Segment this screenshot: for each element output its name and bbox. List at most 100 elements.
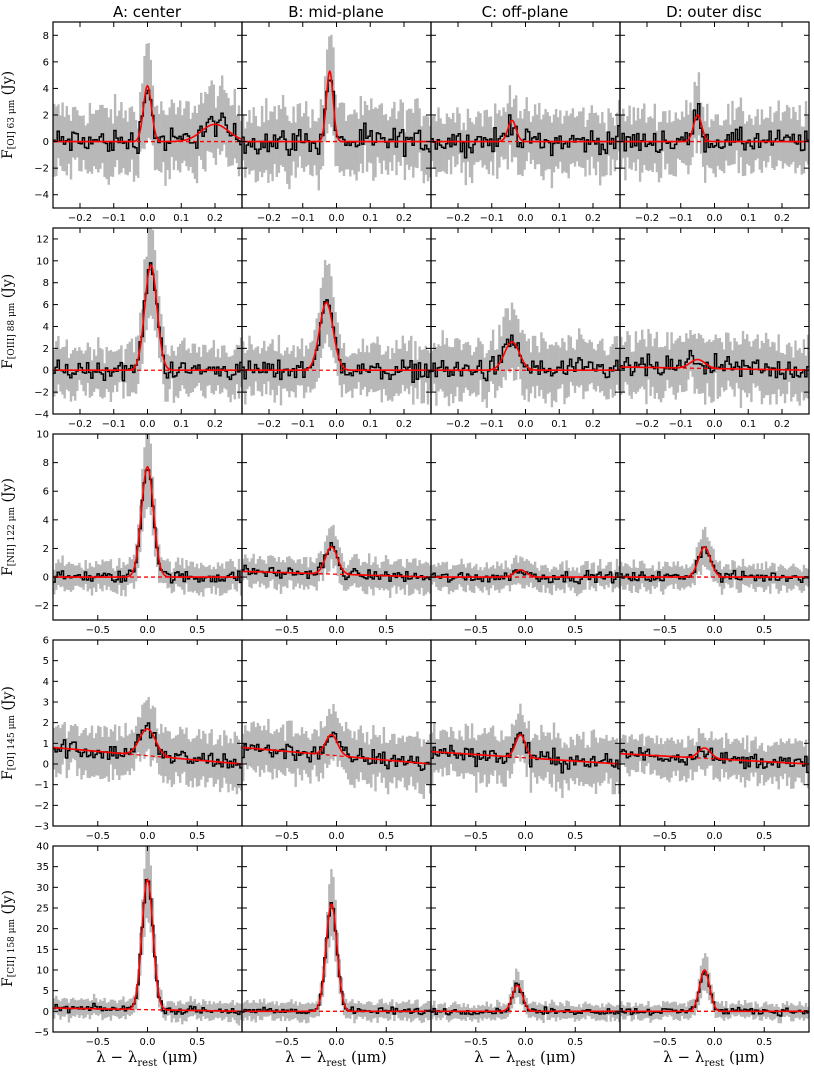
fit-curve [431,341,620,371]
x-tick-label: 0.2 [774,213,790,224]
x-tick-label: 0.0 [518,831,534,842]
panel-3-3: −0.5 0.0 0.5 [619,639,810,842]
panel-0-2: −0.2 −0.1 0.0 0.1 0.2 [430,21,621,224]
fit-curve [242,902,431,1013]
fit-curve [431,984,620,1013]
x-tick-label: 0.0 [329,213,345,224]
panel-4-0: −5 0 5 10 15 20 25 30 35 40 −0.5 0.0 0.5 [34,842,243,1048]
x-tick-label: 0.1 [362,419,378,430]
panel-0-0: −4 −2 0 2 4 6 8 −0.2 −0.1 0.0 0.1 0.2 [34,21,243,224]
y-tick-label: −2 [34,388,49,399]
panel-frame [619,639,810,827]
y-tick-label: 4 [43,84,49,95]
x-tick-label: 0.0 [707,213,723,224]
x-tick-label: 0.5 [378,625,394,636]
fit-curve [242,301,431,371]
x-tick-label: −0.5 [653,625,677,636]
panel-0-3: −0.2 −0.1 0.0 0.1 0.2 [619,21,810,224]
column-title-b: B: mid-plane [288,3,384,21]
panel-2-3: −0.5 0.0 0.5 [619,433,810,636]
y-tick-label: −4 [34,410,49,421]
x-tick-label: 0.0 [329,625,345,636]
x-tick-label: 0.1 [551,213,567,224]
spectrum-line [431,731,620,774]
x-tick-label: −0.1 [102,213,126,224]
y-tick-label: 20 [36,924,49,935]
y-tick-label: −4 [34,190,49,201]
spectrum-line [53,89,242,154]
panel-1-2: −0.2 −0.1 0.0 0.1 0.2 [430,227,621,430]
x-tick-label: 0.5 [756,625,772,636]
y-tick-label: 2 [43,544,49,555]
x-tick-label: −0.2 [635,419,659,430]
x-tick-label: 0.5 [567,625,583,636]
y-tick-label: 40 [36,842,49,853]
y-tick-label: 10 [36,256,49,267]
y-tick-label: 15 [36,945,49,956]
fit-curve [53,728,242,765]
y-tick-label: 2 [43,344,49,355]
panel-3-2: −0.5 0.0 0.5 [430,639,621,842]
x-tick-label: −0.2 [68,419,92,430]
panel-frame [430,433,621,621]
fit-curve [431,119,620,143]
x-tick-label: 0.5 [189,625,205,636]
x-tick-label: −0.1 [669,419,693,430]
x-tick-label: −0.1 [480,213,504,224]
x-tick-label: 0.1 [362,213,378,224]
fit-curve [53,465,242,578]
x-tick-label: −0.5 [275,1037,299,1048]
x-tick-label: 0.1 [740,419,756,430]
y-tick-label: 35 [36,862,49,873]
y-tick-label: 8 [43,458,49,469]
y-tick-label: 4 [43,515,49,526]
x-tick-label: 0.0 [518,1037,534,1048]
x-tick-label: 0.5 [189,831,205,842]
x-axis-label-a: λ − λrest (μm) [96,1048,198,1069]
y-tick-label: 6 [43,300,49,311]
panel-3-0: −3 −2 −1 0 1 2 3 4 5 6 −0.5 0.0 0.5 [34,636,243,842]
panel-1-1: −0.2 −0.1 0.0 0.1 0.2 [241,227,432,430]
x-tick-label: 0.2 [396,419,412,430]
fit-curve [53,84,242,143]
column-title-a: A: center [112,3,182,21]
y-tick-label: −2 [34,164,49,175]
x-tick-label: 0.0 [329,419,345,430]
x-tick-label: −0.2 [446,213,470,224]
y-tick-label: 8 [43,278,49,289]
x-tick-label: −0.5 [464,831,488,842]
x-tick-label: −0.1 [291,419,315,430]
y-tick-label: 4 [43,677,49,688]
x-axis-label-d: λ − λrest (μm) [663,1048,765,1069]
y-tick-label: 0 [43,1007,49,1018]
fit-curve [242,69,431,143]
x-tick-label: 0.0 [707,419,723,430]
spectrum-line [431,569,620,585]
x-tick-label: 0.2 [774,419,790,430]
y-tick-label: 25 [36,904,49,915]
fit-curve [431,569,620,578]
x-tick-label: −0.5 [275,625,299,636]
y-tick-label: −2 [34,801,49,812]
spectrum-line [242,299,431,384]
y-tick-label: −1 [34,780,49,791]
panel-2-0: −2 0 2 4 6 8 10 −0.5 0.0 0.5 [34,430,243,636]
column-title-d: D: outer disc [666,3,762,21]
x-tick-label: −0.5 [653,1037,677,1048]
x-tick-label: 0.0 [140,831,156,842]
panel-4-3: −0.5 0.0 0.5 [619,845,810,1048]
x-tick-label: 0.0 [518,419,534,430]
fit-curve [242,733,431,765]
x-tick-label: 0.5 [567,1037,583,1048]
x-tick-label: −0.5 [464,1037,488,1048]
x-tick-label: 0.0 [329,1037,345,1048]
x-tick-label: 0.5 [378,831,394,842]
y-tick-label: 1 [43,739,49,750]
x-tick-label: 0.0 [329,831,345,842]
fit-curve [53,264,242,371]
error-band [145,434,148,510]
x-tick-label: 0.2 [585,213,601,224]
y-tick-label: 30 [36,883,49,894]
y-tick-label: 0 [43,137,49,148]
x-tick-label: 0.0 [518,213,534,224]
